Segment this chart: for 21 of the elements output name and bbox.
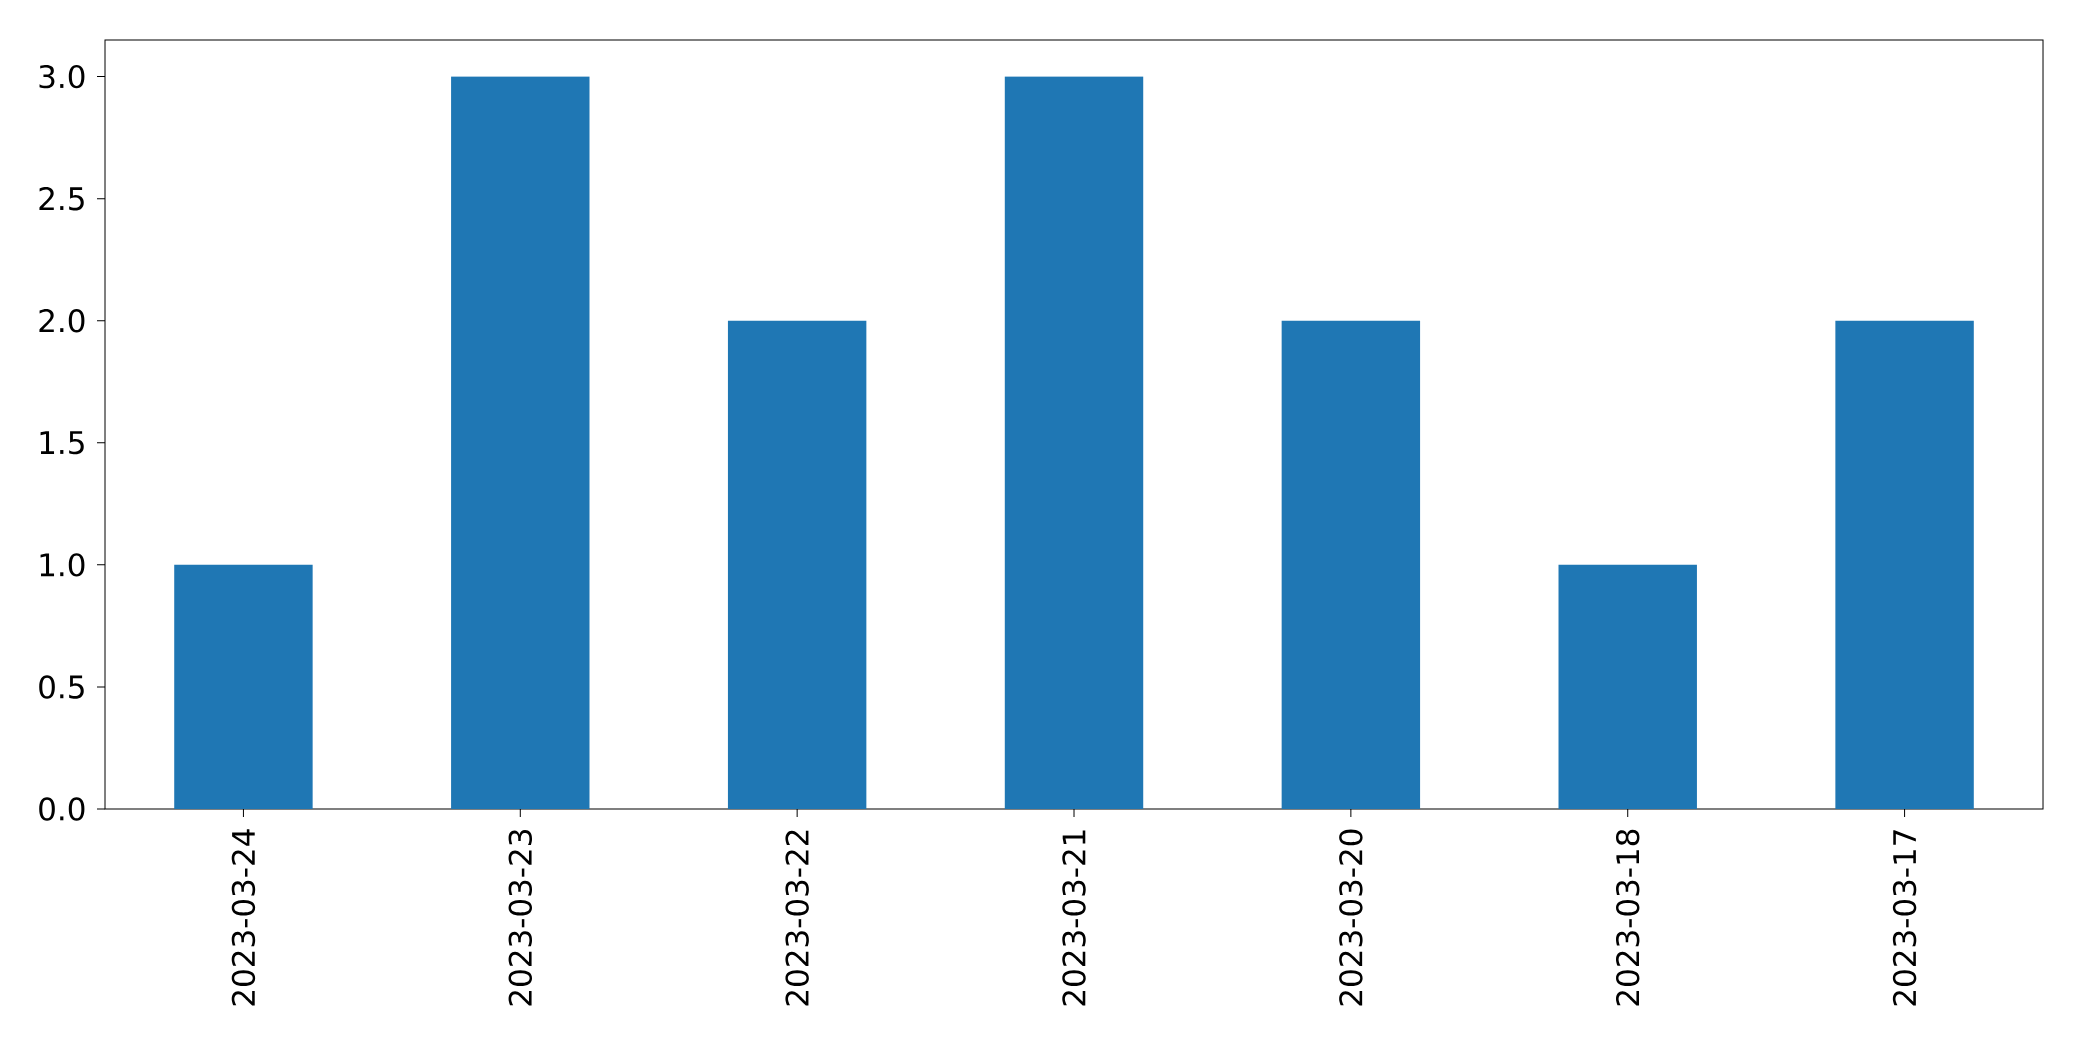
bar (1558, 564, 1697, 809)
x-tick-label: 2023-03-21 (1062, 830, 1086, 1006)
x-tick-label: 2023-03-20 (1339, 829, 1363, 1006)
x-tick-label: 2023-03-23 (508, 830, 533, 1006)
bar (1004, 76, 1144, 809)
y-tick-label: 3.0 (39, 64, 85, 89)
x-tick-label: 2023-03-24 (231, 829, 256, 1006)
y-tick-label: 1.0 (40, 553, 85, 577)
y-tick-label: 1.5 (40, 431, 84, 455)
bar (727, 320, 867, 809)
x-tick-label: 2023-03-17 (1892, 830, 1917, 1006)
y-tick-label: 0.0 (39, 797, 85, 821)
y-tick-label: 0.5 (39, 675, 84, 699)
bar (174, 564, 313, 809)
bar (1835, 320, 1974, 809)
x-tick-label: 2023-03-22 (785, 830, 809, 1006)
y-tick-label: 2.0 (39, 309, 85, 333)
bar (1281, 320, 1421, 809)
bar (451, 76, 590, 809)
y-tick-label: 2.5 (39, 186, 84, 211)
x-tick-label: 2023-03-18 (1616, 829, 1640, 1006)
